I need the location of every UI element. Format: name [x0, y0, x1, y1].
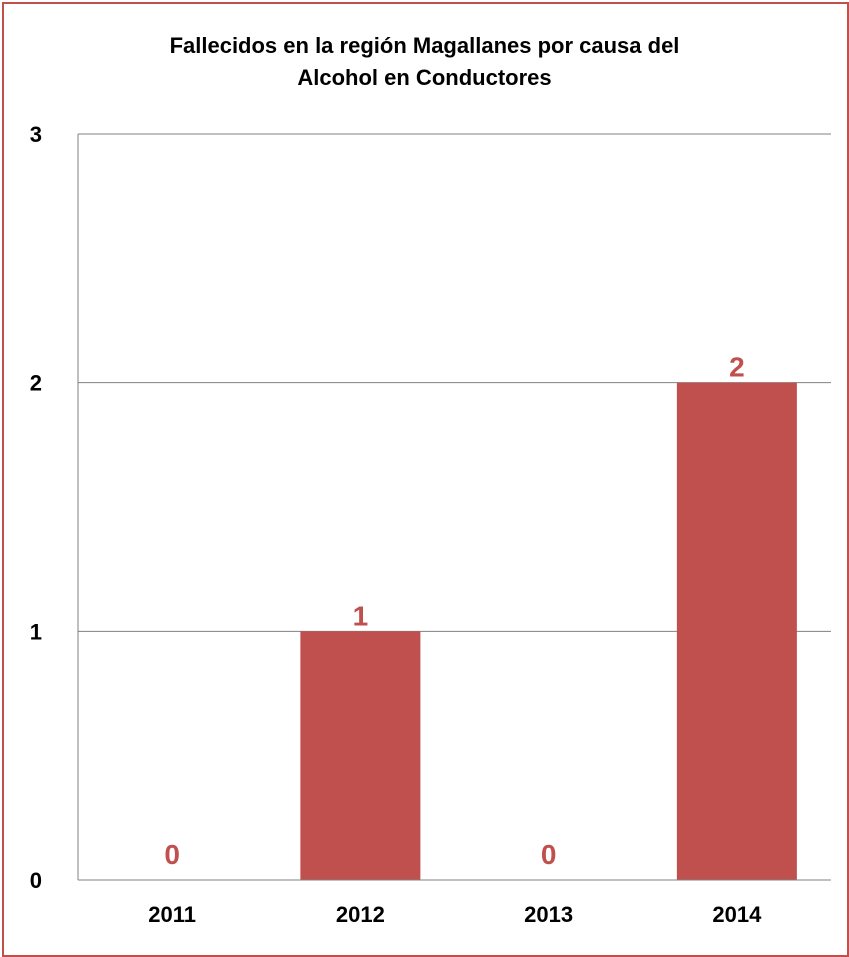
data-label-2014: 2	[729, 352, 745, 383]
x-tick-label-2012: 2012	[336, 902, 385, 927]
data-label-2011: 0	[164, 839, 180, 870]
x-tick-label-2014: 2014	[712, 902, 762, 927]
chart-title-line-2: Alcohol en Conductores	[297, 65, 552, 90]
bar-2014	[676, 382, 797, 880]
y-tick-label-3: 3	[30, 122, 42, 147]
data-label-2012: 1	[353, 600, 369, 631]
x-tick-label-2011: 2011	[148, 902, 196, 927]
chart-title-line-1: Fallecidos en la región Magallanes por c…	[169, 33, 680, 58]
x-tick-label-2013: 2013	[524, 902, 573, 927]
data-label-2013: 0	[541, 839, 557, 870]
y-tick-label-1: 1	[30, 619, 42, 644]
chart-title: Fallecidos en la región Magallanes por c…	[0, 30, 849, 94]
y-tick-label-2: 2	[30, 371, 42, 396]
bar-2012	[300, 631, 421, 880]
y-tick-label-0: 0	[30, 868, 42, 893]
